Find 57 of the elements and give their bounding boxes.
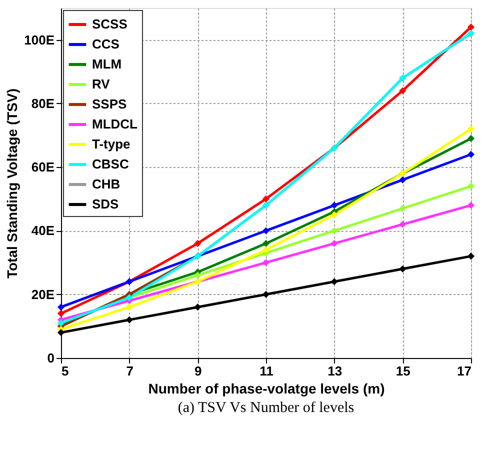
point [467, 202, 475, 209]
legend-label: SDS [92, 196, 120, 212]
point [399, 87, 406, 94]
y-tick-label: 80E [31, 96, 55, 111]
point [467, 150, 475, 158]
legend-label: RV [92, 76, 110, 92]
point [126, 304, 133, 311]
point [330, 227, 338, 234]
point [194, 304, 202, 311]
legend-label: CHB [92, 176, 120, 192]
point [399, 204, 406, 212]
y-tick-label: 20E [31, 286, 55, 302]
legend-label: CBSC [92, 156, 130, 172]
point [399, 176, 406, 184]
y-tick-label: 40E [31, 223, 55, 238]
point [467, 125, 475, 132]
x-axis-title: Number of phase-volatge levels (m) [148, 380, 385, 396]
legend-label: T-type [92, 136, 130, 152]
x-tick-label: 7 [126, 364, 134, 378]
point [57, 310, 65, 317]
point [57, 329, 65, 336]
point [262, 259, 270, 266]
point [262, 195, 270, 202]
x-tick-label: 17 [457, 364, 472, 378]
point [399, 220, 406, 228]
x-tick-label: 5 [62, 364, 69, 378]
legend-label: CCS [92, 36, 120, 52]
point [262, 246, 270, 254]
point [330, 202, 338, 209]
point [57, 304, 65, 311]
point [194, 272, 202, 279]
point [467, 252, 475, 260]
point [330, 211, 338, 218]
point [467, 182, 475, 190]
y-axis-title: Total Standing Voltage (TSV) [4, 88, 20, 279]
point [467, 134, 475, 142]
point [330, 278, 338, 286]
legend-label: MLM [92, 56, 122, 72]
y-tick-label: 0 [47, 350, 54, 366]
point [126, 316, 133, 324]
point [194, 240, 202, 247]
x-tick-label: 15 [396, 364, 410, 378]
point [467, 24, 475, 31]
point [262, 290, 270, 298]
x-tick-label: 9 [194, 364, 202, 378]
legend-label: SSPS [92, 96, 128, 112]
point [262, 227, 270, 234]
point [330, 240, 338, 247]
point [262, 240, 270, 247]
legend-label: MLDCL [92, 116, 138, 132]
x-tick-label: 13 [328, 364, 342, 378]
x-tick-label: 11 [260, 364, 274, 378]
legend-label: SCSS [92, 16, 128, 32]
text: (a) TSV Vs Number of levels [178, 400, 354, 416]
y-tick-label: 100E [24, 32, 55, 48]
y-tick-label: 60E [31, 160, 55, 175]
point [399, 265, 406, 272]
